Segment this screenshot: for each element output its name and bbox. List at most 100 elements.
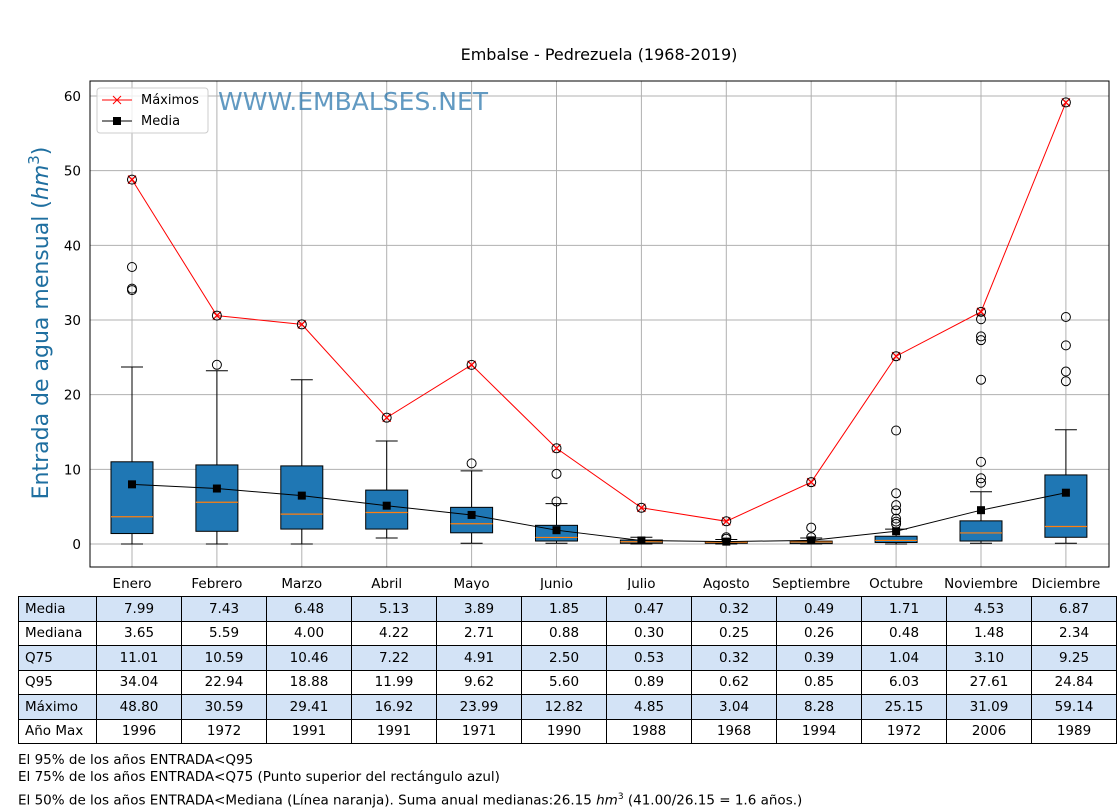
outlier-point — [1060, 340, 1071, 351]
table-cell: 34.04 — [96, 669, 182, 695]
table-cell: 0.62 — [691, 669, 777, 695]
legend-media-label: Media — [141, 114, 180, 129]
table-cell: 1972 — [181, 718, 267, 744]
boxplot-chart: Embalse - Pedrezuela (1968-2019) 0 10 20 30 4… — [25, 45, 1110, 590]
table-row: Año Max 1996 1972 1991 1991 1971 1990 1988 1968 1… — [18, 718, 1117, 744]
y-tick-label: 20 — [64, 388, 81, 404]
maximos-outlier-ring — [721, 516, 732, 527]
table-cell: 0.26 — [776, 620, 862, 646]
outlier-point — [1060, 366, 1071, 377]
media-marker — [467, 510, 476, 519]
outlier-point — [127, 261, 137, 272]
note-q95: El 95% de los años ENTRADA<Q95 — [18, 752, 254, 768]
media-marker — [212, 484, 221, 493]
y-axis-label: Entrada de agua mensual (hm3) — [25, 147, 54, 500]
table-cell: 5.13 — [351, 596, 437, 622]
y-tick-label: 60 — [64, 89, 81, 105]
x-tick-label: Mayo — [454, 576, 490, 590]
maximos-outlier-ring — [551, 443, 562, 454]
row-header: Mediana — [18, 620, 97, 646]
maximos-marker — [552, 443, 561, 453]
legend-maximos-marker — [112, 95, 122, 105]
row-header: Media — [18, 596, 97, 622]
outlier-point — [1060, 376, 1071, 387]
maximos-marker — [127, 175, 137, 185]
table-cell: 1988 — [606, 718, 692, 744]
row-header: Q75 — [18, 645, 97, 671]
media-marker — [1061, 488, 1070, 497]
table-row: Q75 11.01 10.59 10.46 7.22 4.91 2.50 0.53 0.32 0.… — [18, 645, 1117, 671]
table-cell: 0.85 — [776, 669, 862, 695]
table-cell: 11.99 — [351, 669, 437, 695]
plot-frame — [89, 80, 1110, 568]
table-cell: 0.53 — [606, 645, 692, 671]
table-cell: 4.00 — [266, 620, 352, 646]
outlier-point — [891, 425, 902, 436]
table-cell: 24.84 — [1031, 669, 1117, 695]
box — [874, 535, 918, 544]
outlier-point — [1060, 312, 1071, 323]
media-marker — [977, 506, 985, 515]
maximos-outlier-ring — [296, 319, 307, 330]
media-marker — [722, 537, 731, 546]
row-header: Q95 — [18, 669, 97, 695]
maximos-marker — [891, 351, 901, 361]
table-cell: 0.49 — [776, 596, 862, 622]
table-cell: 1.04 — [861, 645, 947, 671]
media-marker — [297, 491, 306, 500]
table-cell: 48.80 — [96, 694, 182, 720]
table-row: Media 7.99 7.43 6.48 5.13 3.89 1.85 0.47 0.32 0.4… — [18, 596, 1117, 622]
x-tick-label: Octubre — [869, 576, 923, 590]
outlier-point — [976, 331, 986, 342]
outlier-point — [976, 473, 986, 484]
table-cell: 16.92 — [351, 694, 437, 720]
table-cell: 4.85 — [606, 694, 692, 720]
table-cell: 6.87 — [1031, 596, 1117, 622]
media-marker — [552, 526, 561, 535]
maximos-marker — [1061, 97, 1071, 107]
outlier-point — [127, 283, 137, 294]
maximos-marker — [721, 516, 731, 526]
x-tick-label: Marzo — [281, 576, 322, 590]
table-cell: 0.30 — [606, 620, 692, 646]
note-unit-exp: 3 — [617, 792, 624, 802]
table-cell: 27.61 — [946, 669, 1032, 695]
maximos-outlier-ring — [381, 412, 392, 423]
table-cell: 2006 — [946, 718, 1032, 744]
table-cell: 3.10 — [946, 645, 1032, 671]
x-tick-label: Julio — [626, 576, 655, 590]
outlier-point — [976, 314, 986, 325]
table-cell: 0.88 — [521, 620, 607, 646]
outlier-point — [976, 456, 986, 467]
table-cell: 3.65 — [96, 620, 182, 646]
maximos-line — [131, 102, 1067, 522]
table-cell: 1991 — [266, 718, 352, 744]
table-cell: 1996 — [96, 718, 182, 744]
table-cell: 23.99 — [436, 694, 522, 720]
note-unit: hm — [596, 792, 618, 809]
outlier-point — [891, 500, 902, 511]
table-cell: 1989 — [1031, 718, 1117, 744]
maximos-marker — [382, 413, 392, 423]
table-cell: 0.48 — [861, 620, 947, 646]
note-median-text: El 50% de los años ENTRADA<Mediana (Líne… — [18, 792, 597, 809]
chart-title: Embalse - Pedrezuela (1968-2019) — [461, 45, 738, 64]
note-q75: El 75% de los años ENTRADA<Q75 (Punto su… — [18, 769, 500, 785]
outlier-point — [891, 505, 902, 516]
table-cell: 6.03 — [861, 669, 947, 695]
maximos-marker — [212, 311, 222, 321]
media-marker — [128, 480, 136, 489]
box — [959, 520, 1003, 542]
table-cell: 1.71 — [861, 596, 947, 622]
x-tick-label: Noviembre — [944, 576, 1018, 590]
x-tick-label: Junio — [539, 576, 573, 590]
table-cell: 0.39 — [776, 645, 862, 671]
outlier-point — [976, 374, 986, 385]
legend-box — [96, 87, 209, 134]
maximos-outlier-ring — [891, 351, 902, 362]
table-cell: 2.34 — [1031, 620, 1117, 646]
table-cell: 7.43 — [181, 596, 267, 622]
x-tick-label: Enero — [113, 576, 152, 590]
maximos-outlier-ring — [1060, 97, 1071, 108]
